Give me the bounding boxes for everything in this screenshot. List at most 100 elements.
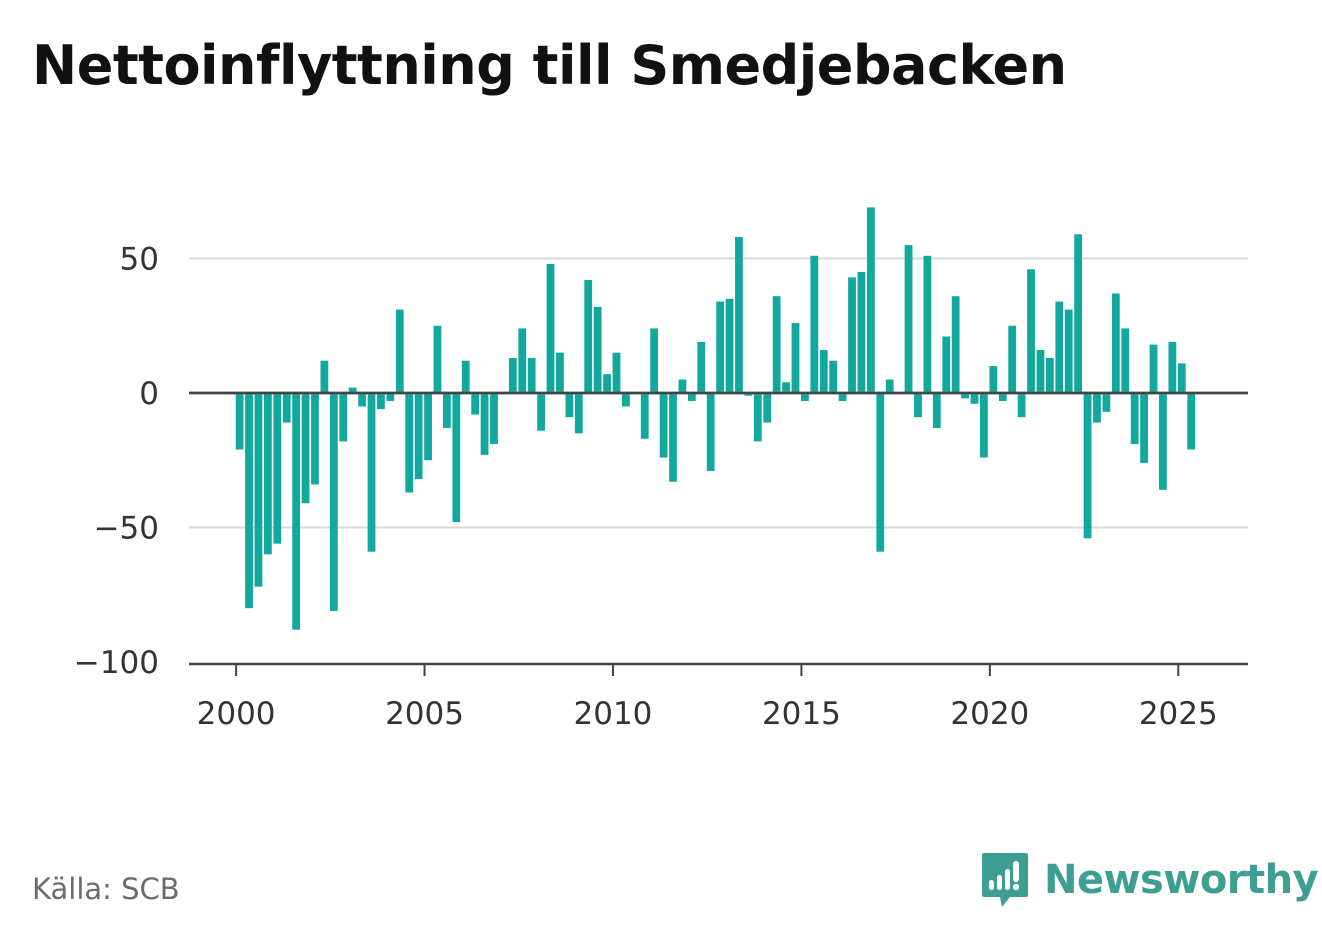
bar: [395, 309, 404, 393]
bar: [1074, 234, 1083, 393]
bar: [753, 393, 762, 442]
bar: [735, 236, 743, 393]
bar: [961, 393, 969, 399]
bar: [292, 393, 301, 630]
bar: [923, 255, 932, 393]
bar: [424, 393, 432, 461]
bar: [593, 306, 602, 393]
bar: [744, 393, 753, 396]
bars: [235, 207, 1196, 630]
bar: [565, 393, 574, 418]
bar: [1045, 358, 1054, 393]
bar: [556, 352, 564, 393]
bar: [810, 255, 819, 393]
bar: [405, 393, 414, 493]
bar: [706, 393, 715, 472]
bar: [885, 379, 894, 393]
bar: [273, 393, 282, 544]
bar: [819, 349, 828, 393]
bar: [1121, 328, 1130, 393]
chart-title: Nettoinflyttning till Smedjebacken: [32, 34, 1067, 97]
y-axis-tick-label: −100: [74, 645, 159, 681]
bar: [348, 387, 357, 393]
bar: [951, 296, 960, 393]
bar: [801, 393, 809, 402]
bar: [527, 358, 536, 393]
bar: [716, 301, 725, 393]
bar: [876, 393, 885, 552]
bar: [998, 393, 1007, 402]
bar: [245, 393, 253, 609]
bar: [980, 393, 988, 458]
bar: [1140, 393, 1148, 463]
bar: [1055, 301, 1064, 393]
bar: [697, 341, 706, 393]
bar: [414, 393, 423, 480]
bar: [989, 366, 998, 393]
bar: [263, 393, 272, 555]
bar: [320, 360, 329, 393]
bar: [603, 374, 611, 393]
bar: [254, 393, 263, 587]
bar: [669, 393, 677, 482]
bar: [1149, 344, 1158, 393]
bar: [471, 393, 480, 415]
bar: [584, 280, 593, 393]
bar: [678, 379, 687, 393]
newsworthy-logo: Newsworthy: [980, 850, 1319, 910]
bar: [838, 393, 847, 402]
x-axis-tick-label: 2010: [574, 696, 653, 732]
bar: [763, 393, 772, 423]
bar: [1036, 349, 1045, 393]
bar: [311, 393, 319, 485]
bar: [970, 393, 979, 404]
y-axis-tick-label: 50: [120, 242, 159, 278]
bar: [1083, 393, 1092, 539]
newsworthy-logo-icon: [982, 853, 1028, 907]
x-axis-tick-label: 2020: [950, 696, 1029, 732]
bar: [480, 393, 489, 455]
bar: [442, 393, 451, 428]
bar: [857, 271, 866, 393]
bar: [782, 382, 790, 393]
bar: [1093, 393, 1101, 423]
bar: [518, 328, 527, 393]
newsworthy-logo-text: Newsworthy: [1044, 857, 1319, 903]
bar: [367, 393, 376, 552]
bar: [1027, 269, 1035, 393]
bar: [622, 393, 630, 407]
bar: [829, 360, 838, 393]
bar: [1017, 393, 1026, 418]
bar: [301, 393, 310, 504]
bar: [433, 325, 442, 393]
bar: [725, 298, 734, 393]
bar: [452, 393, 461, 523]
bar: [490, 393, 498, 445]
x-axis-tick-label: 2025: [1139, 696, 1218, 732]
bar: [1177, 363, 1186, 393]
bar: [791, 323, 800, 393]
source-note: Källa: SCB: [32, 872, 180, 906]
bar: [1102, 393, 1111, 412]
bar: [282, 393, 291, 423]
bar: [339, 393, 348, 442]
bar: [640, 393, 649, 439]
bar: [1008, 325, 1017, 393]
bar: [461, 360, 470, 393]
bar: [546, 263, 555, 393]
bar: [772, 296, 781, 393]
bar: [537, 393, 545, 431]
bar: [329, 393, 338, 611]
bar: [1168, 341, 1177, 393]
bar: [866, 207, 875, 393]
x-axis-tick-label: 2000: [197, 696, 276, 732]
bar: [508, 358, 517, 393]
bar: [574, 393, 583, 434]
y-axis-tick-label: −50: [94, 511, 159, 547]
bar: [1159, 393, 1167, 490]
bar: [650, 328, 659, 393]
bar: [848, 277, 856, 393]
bar: [386, 393, 395, 402]
bar: [914, 393, 922, 418]
